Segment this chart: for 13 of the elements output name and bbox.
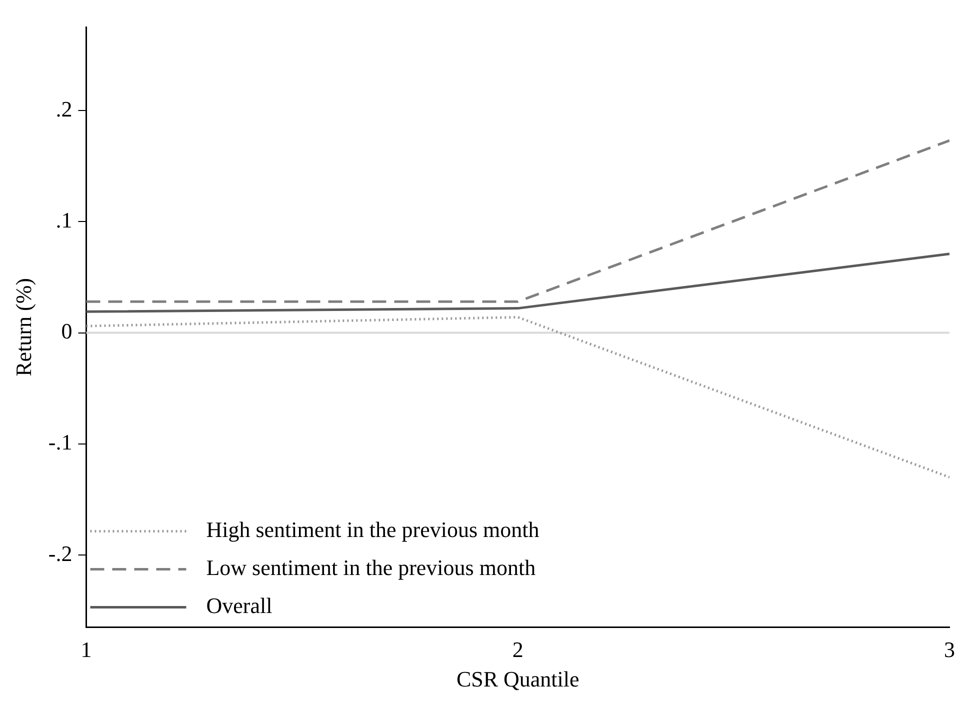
y-tick-label: 0 [61, 318, 72, 344]
x-tick-label: 3 [944, 637, 955, 662]
y-tick-label: -.1 [48, 430, 72, 455]
legend-label: Overall [206, 592, 272, 618]
legend-label: Low sentiment in the previous month [206, 554, 536, 580]
x-tick-label: 1 [80, 637, 92, 662]
legend-label: High sentiment in the previous month [206, 516, 540, 542]
y-tick-label: .2 [56, 96, 72, 122]
y-tick-label: -.2 [48, 540, 72, 566]
y-axis-title: Return (%) [10, 278, 36, 376]
x-tick-label: 2 [512, 637, 524, 662]
x-axis-title: CSR Quantile [456, 666, 580, 692]
y-tick-label: .1 [56, 207, 72, 232]
